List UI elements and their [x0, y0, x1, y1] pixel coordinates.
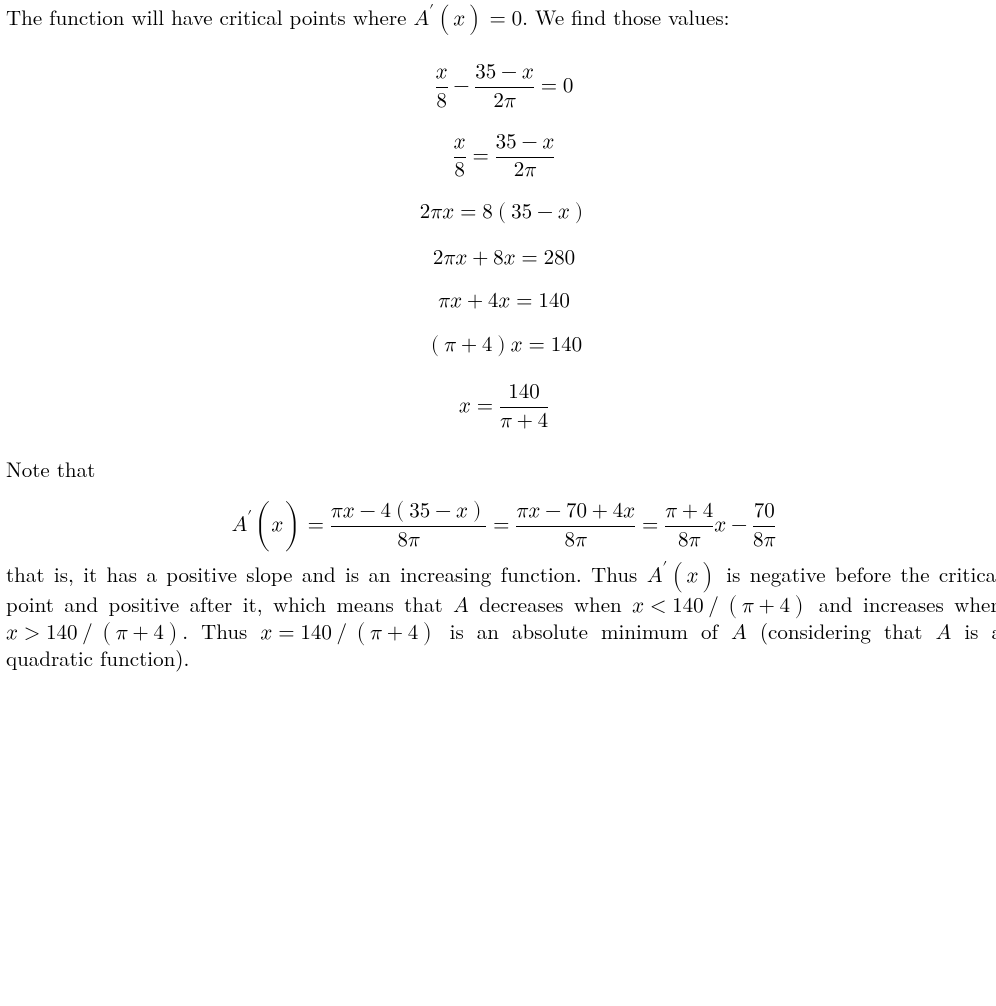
conclusion-m1: A′(x) [647, 559, 717, 589]
conclusion-m2: A [453, 589, 469, 619]
conclusion-t3: decreases when [469, 589, 632, 619]
equation-line-5: πx+4x=140 [6, 292, 996, 309]
aprime-expansion: A′(x)=πx−4(35−x)8π=πx−70+4x8π=π+48πx−708… [6, 500, 996, 551]
equation-line-4: 2πx+8x=280 [6, 250, 996, 266]
equation-line-6: (π+4)x=140 [6, 335, 996, 357]
derivation-equations: x8−35−x2π=0 x8=35−x2π 2πx=8(35−x) 2πx+8x… [6, 63, 996, 429]
conclusion-m7: A [936, 616, 952, 646]
conclusion-t7: (considering that [747, 616, 936, 646]
conclusion-m3: x<140/(π+4) [632, 589, 808, 619]
inline-math-aprime0: A′(x)=0 [413, 2, 522, 32]
intro-text-prefix: The function will have critical points w… [6, 2, 413, 32]
conclusion-t4: and increases when [808, 589, 996, 619]
note-that-text: Note that [6, 454, 95, 484]
equation-line-3: 2πx=8(35−x) [6, 202, 996, 224]
conclusion-m6: A [731, 616, 747, 646]
conclusion-t6: is an absolute minimum of [437, 616, 731, 646]
conclusion-t1: that is, it has a positive slope and is … [6, 559, 647, 589]
aprime-expansion-line: A′(x)=πx−4(35−x)8π=πx−70+4x8π=π+48πx−708… [6, 500, 996, 551]
conclusion-m5: x=140/(π+4) [260, 616, 436, 646]
intro-text-suffix: . We find those values: [522, 2, 729, 32]
equation-line-2: x8=35−x2π [6, 133, 996, 177]
conclusion-t5: . Thus [182, 616, 260, 646]
intro-paragraph: The function will have critical points w… [6, 4, 996, 35]
conclusion-m4: x>140/(π+4) [6, 616, 182, 646]
note-that-paragraph: Note that [6, 457, 996, 483]
equation-line-7: x=140π+4 [6, 383, 996, 429]
conclusion-paragraph: that is, it has a positive slope and is … [6, 561, 996, 671]
equation-line-1: x8−35−x2π=0 [6, 63, 996, 107]
